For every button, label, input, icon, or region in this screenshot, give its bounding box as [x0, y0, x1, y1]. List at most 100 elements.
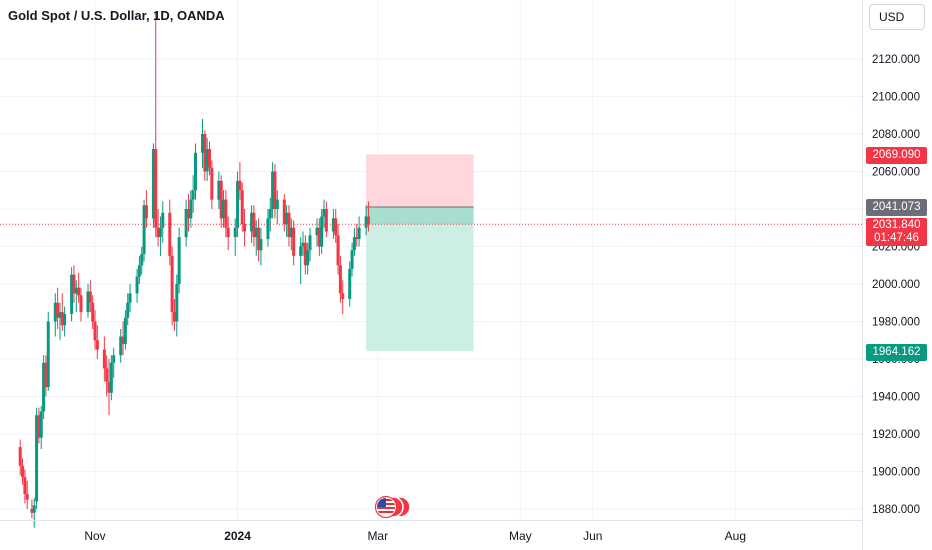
- candle-body: [266, 218, 270, 239]
- candle: [205, 137, 209, 181]
- candle-body: [46, 321, 50, 388]
- candle: [30, 499, 34, 519]
- candle-body: [170, 255, 174, 313]
- candle-body: [93, 321, 97, 341]
- candle-body: [88, 291, 92, 303]
- take-profit-price-tag: 1964.162: [866, 344, 927, 361]
- currency-button[interactable]: USD: [869, 4, 925, 30]
- candle-body: [95, 340, 99, 350]
- x-tick-label: Mar: [367, 529, 388, 543]
- candle-body: [222, 199, 226, 219]
- candle-body: [336, 235, 340, 266]
- candle-body: [107, 381, 111, 393]
- candle: [39, 405, 43, 449]
- candle-body: [37, 415, 41, 438]
- candle: [74, 280, 78, 313]
- candle-body: [35, 415, 39, 502]
- candle: [144, 190, 148, 228]
- candle-body: [341, 293, 345, 299]
- candle-body: [201, 134, 205, 153]
- candle: [107, 359, 111, 416]
- candle: [151, 143, 155, 228]
- candle: [224, 190, 228, 238]
- candle: [137, 255, 141, 284]
- candle: [193, 143, 197, 200]
- candle: [128, 284, 132, 313]
- us-flag-icon[interactable]: [374, 495, 410, 519]
- candle: [282, 194, 286, 232]
- candle: [186, 194, 190, 232]
- candle: [252, 205, 256, 247]
- candle-body: [168, 212, 172, 256]
- candle: [350, 242, 354, 277]
- candle: [250, 205, 254, 243]
- candle-body: [74, 287, 78, 294]
- candle-body: [208, 149, 212, 168]
- candle: [266, 209, 270, 247]
- candle-body: [352, 237, 356, 251]
- candle-body: [308, 235, 312, 251]
- candle-body: [119, 336, 123, 356]
- candle: [18, 439, 22, 476]
- candle-body: [301, 242, 305, 247]
- candle: [121, 321, 125, 356]
- candle: [203, 130, 207, 181]
- candle: [226, 216, 230, 251]
- candle-body: [252, 212, 256, 238]
- candle: [348, 261, 352, 307]
- x-tick-label: Aug: [725, 529, 746, 543]
- candle: [21, 458, 25, 485]
- candle-body: [259, 239, 263, 251]
- candle-body: [338, 265, 342, 294]
- candle: [119, 329, 123, 363]
- candle-body: [273, 171, 277, 209]
- candle: [273, 164, 277, 219]
- y-tick-label: 1920.000: [872, 429, 920, 441]
- y-tick-label: 1940.000: [872, 392, 920, 404]
- candle-body: [112, 355, 116, 363]
- candle: [233, 218, 237, 256]
- candle-body: [161, 212, 165, 228]
- candle: [60, 293, 64, 331]
- candle: [243, 209, 247, 247]
- candle: [268, 197, 272, 232]
- candle: [170, 246, 174, 326]
- candle-body: [137, 265, 141, 277]
- candle-body: [109, 362, 113, 393]
- candle-body: [275, 199, 279, 209]
- candle-body: [268, 209, 272, 219]
- candle-body: [282, 199, 286, 224]
- candle-body: [21, 465, 25, 478]
- candle-body: [172, 312, 176, 322]
- candle: [320, 209, 324, 254]
- x-tick-label: Jun: [583, 529, 602, 543]
- stop-loss-price-tag: 2069.090: [866, 147, 927, 164]
- price-axis: 1880.0001900.0001920.0001940.0001960.000…: [872, 54, 920, 516]
- candle: [23, 469, 27, 504]
- candle-body: [70, 274, 74, 314]
- candle: [175, 274, 179, 337]
- candle: [35, 407, 39, 509]
- candle-body: [25, 494, 29, 500]
- y-tick-label: 1880.000: [872, 504, 920, 516]
- candle: [142, 199, 146, 262]
- candle-body: [210, 167, 214, 200]
- long-position-tool: [366, 154, 474, 352]
- candle-body: [331, 218, 335, 232]
- candle-body: [72, 274, 76, 294]
- candle: [126, 293, 130, 326]
- candle-body: [193, 152, 197, 191]
- candle-body: [299, 246, 303, 256]
- candle: [172, 299, 176, 331]
- candle-body: [271, 171, 275, 209]
- candle: [156, 209, 160, 247]
- candle-body: [238, 180, 242, 191]
- candle-body: [243, 224, 247, 232]
- candle-body: [18, 447, 22, 466]
- candle-body: [334, 218, 338, 236]
- candle-body: [366, 216, 370, 225]
- candle-body: [357, 227, 361, 239]
- candle-body: [23, 477, 27, 494]
- candle-body: [203, 134, 207, 172]
